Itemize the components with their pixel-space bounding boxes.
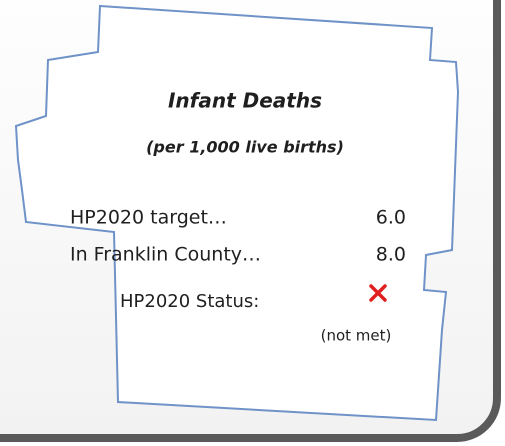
status-label: HP2020 Status:: [120, 291, 259, 312]
county-outline: [14, 4, 460, 422]
status-note: (not met): [321, 327, 392, 345]
subtitle: (per 1,000 live births): [146, 138, 344, 157]
title: Infant Deaths: [168, 89, 322, 113]
row-label: In Franklin County…: [70, 244, 261, 266]
row-value: 8.0: [376, 244, 406, 266]
status-icon: [369, 284, 387, 302]
row-value: 6.0: [376, 207, 406, 229]
row-label: HP2020 target…: [70, 207, 227, 229]
